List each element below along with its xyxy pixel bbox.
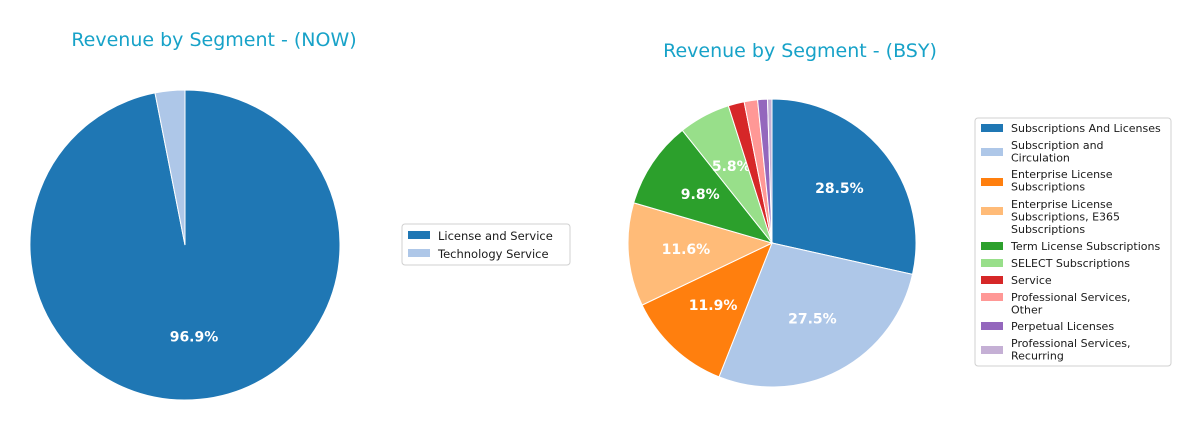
- pie-slice-enterprise-license-subscriptions-e365-subscriptions: [627, 202, 774, 306]
- now-pie-chart: 96.9%: [29, 89, 341, 401]
- legend-label-enterprise-license-subscriptions-e365-subscriptions: Enterprise License Subscriptions, E365 Sub…: [1011, 198, 1120, 236]
- legend-swatch-enterprise-license-subscriptions-e365-subscriptions: [981, 207, 1003, 215]
- legend-frame: [401, 223, 571, 266]
- legend-swatch-license-and-service: [408, 231, 430, 239]
- pie-slice-subscriptions-and-licenses: [771, 98, 917, 276]
- legend-label-service: Service: [1011, 274, 1052, 287]
- legend-swatch-enterprise-license-subscriptions: [981, 178, 1003, 186]
- slice-label-enterprise-license-subscriptions-e365-subscriptions: 11.6%: [662, 242, 711, 258]
- legend-swatch-term-license-subscriptions: [981, 242, 1003, 250]
- legend-label-subscriptions-and-licenses: Subscriptions And Licenses: [1011, 122, 1161, 135]
- slice-label-subscriptions-and-licenses: 28.5%: [815, 181, 864, 197]
- legend-label-term-license-subscriptions: Term License Subscriptions: [1010, 240, 1160, 253]
- legend-label-subscription-and-circulation: Subscription and Circulation: [1011, 139, 1104, 165]
- pie-slice-professional-services-recurring: [766, 98, 773, 244]
- slice-label-term-license-subscriptions: 9.8%: [681, 187, 720, 203]
- legend-swatch-perpetual-licenses: [981, 322, 1003, 330]
- legend-label-enterprise-license-subscriptions: Enterprise License Subscriptions: [1011, 168, 1113, 194]
- legend-label-professional-services-other: Professional Services, Other: [1011, 291, 1131, 317]
- pie-slice-technology-service: [154, 89, 186, 246]
- legend-swatch-select-subscriptions: [981, 259, 1003, 267]
- now-legend: License and Service Technology Service: [401, 223, 571, 266]
- legend-swatch-subscriptions-and-licenses: [981, 124, 1003, 132]
- legend-swatch-service: [981, 276, 1003, 284]
- now-chart-title: Revenue by Segment - (NOW): [71, 29, 356, 51]
- bsy-legend: Subscriptions And Licenses Subscription a…: [974, 117, 1172, 367]
- legend-label-perpetual-licenses: Perpetual Licenses: [1011, 320, 1114, 333]
- legend-label-professional-services-recurring: Professional Services, Recurring: [1011, 337, 1131, 363]
- legend-label-license-and-service: License and Service: [438, 229, 553, 243]
- legend-swatch-professional-services-recurring: [981, 346, 1003, 354]
- slice-label-enterprise-license-subscriptions: 11.9%: [689, 298, 738, 314]
- legend-label-select-subscriptions: SELECT Subscriptions: [1011, 257, 1130, 270]
- bsy-chart-title: Revenue by Segment - (BSY): [663, 40, 937, 62]
- slice-label-subscription-and-circulation: 27.5%: [788, 311, 837, 327]
- legend-swatch-professional-services-other: [981, 293, 1003, 301]
- legend-swatch-technology-service: [408, 249, 430, 257]
- pie-slice-term-license-subscriptions: [633, 129, 774, 244]
- pie-slice-subscription-and-circulation: [718, 242, 914, 388]
- pie-slice-enterprise-license-subscriptions: [641, 241, 773, 378]
- bsy-pie-chart: 28.5% 27.5% 11.9% 11.6% 9.8% 5.8%: [627, 98, 917, 388]
- legend-swatch-subscription-and-circulation: [981, 148, 1003, 156]
- legend-frame: [974, 117, 1172, 367]
- legend-label-technology-service: Technology Service: [437, 247, 549, 261]
- slice-label-select-subscriptions: 5.8%: [712, 159, 751, 175]
- slice-label-license-and-service: 96.9%: [170, 330, 219, 346]
